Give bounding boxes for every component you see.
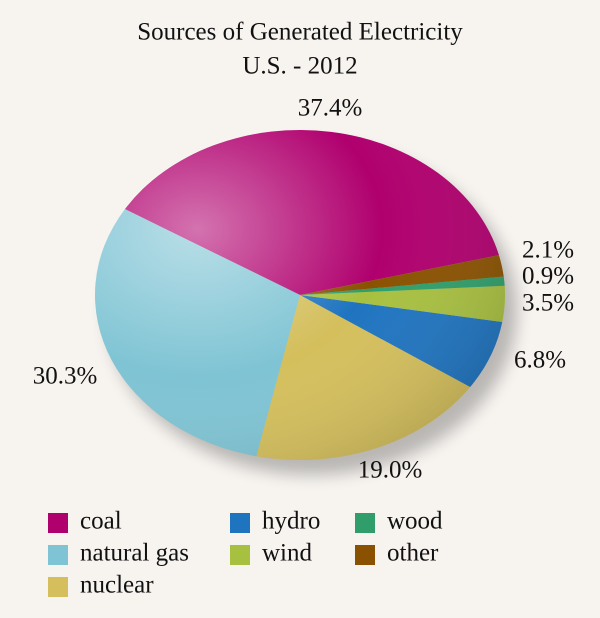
data-label: 37.4%	[298, 95, 363, 122]
data-label: 0.9%	[522, 263, 574, 290]
legend-label: wind	[262, 540, 313, 567]
data-label: 2.1%	[522, 237, 574, 264]
data-label: 6.8%	[514, 347, 566, 374]
data-label: 30.3%	[33, 363, 98, 390]
legend-swatch	[355, 513, 375, 533]
chart-subtitle: U.S. - 2012	[242, 53, 357, 80]
legend-swatch	[355, 545, 375, 565]
data-label: 19.0%	[358, 457, 423, 484]
data-label: 3.5%	[522, 290, 574, 317]
legend-label: other	[387, 540, 439, 567]
labels-legend: 37.4% 30.3% 19.0% 6.8% 3.5%0.9%2.1% coal natur…	[33, 95, 574, 599]
legend-label: wood	[387, 508, 443, 535]
legend-swatch	[48, 545, 68, 565]
pie	[94, 130, 505, 460]
legend-swatch	[48, 577, 68, 597]
legend-label: hydro	[262, 508, 320, 535]
legend-label: coal	[80, 508, 122, 535]
legend-swatch	[230, 545, 250, 565]
legend-swatch	[230, 513, 250, 533]
legend-label: nuclear	[80, 572, 154, 599]
legend-swatch	[48, 513, 68, 533]
legend-label: natural gas	[80, 540, 189, 567]
chart-title: Sources of Generated Electricity	[137, 19, 463, 46]
